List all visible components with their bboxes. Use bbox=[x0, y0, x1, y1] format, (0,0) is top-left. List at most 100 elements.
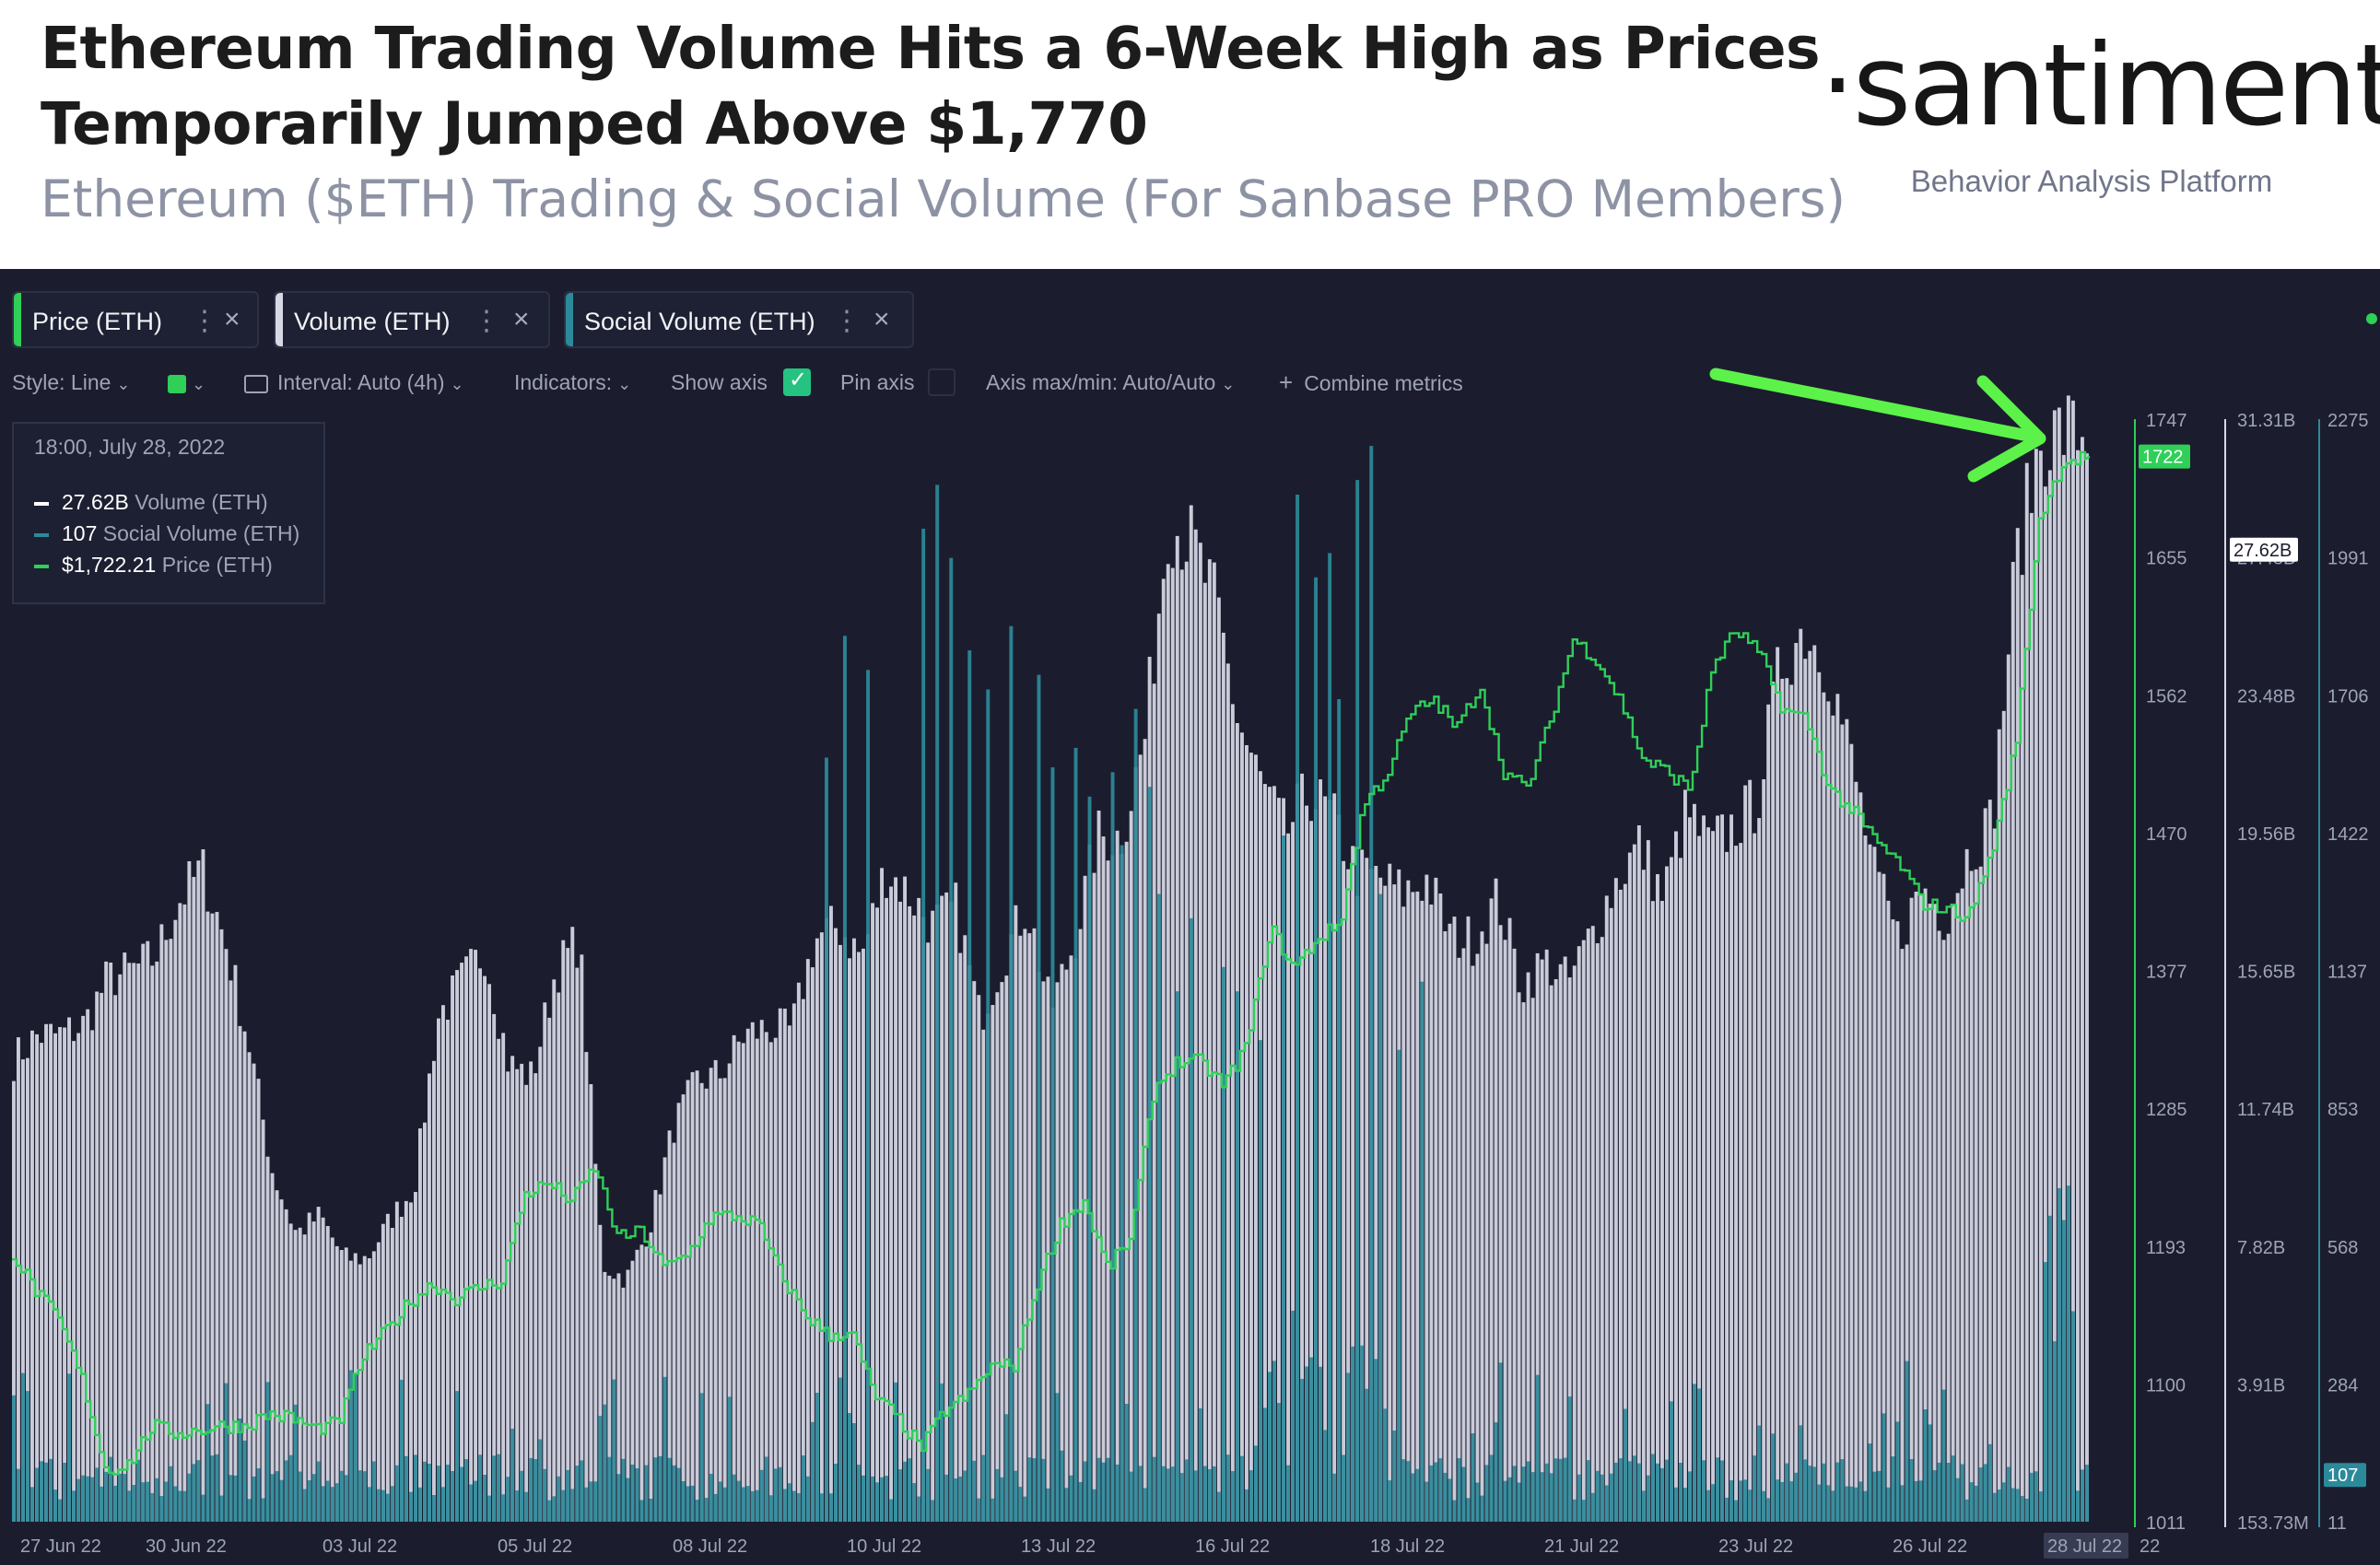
social-volume-bar bbox=[1401, 1459, 1406, 1522]
volume-bar bbox=[1572, 965, 1577, 1522]
volume-bar bbox=[662, 1157, 667, 1522]
social-volume-bar bbox=[1734, 1500, 1739, 1522]
volume-bar bbox=[1096, 811, 1101, 1522]
volume-bar bbox=[1900, 949, 1905, 1522]
more-options-icon[interactable]: ⋮ bbox=[473, 306, 500, 336]
axis-maxmin-dropdown[interactable]: Axis max/min: Auto/Auto ⌄ bbox=[986, 368, 1235, 398]
volume-bar bbox=[1392, 884, 1397, 1522]
tab-social-volume[interactable]: Social Volume (ETH) ⋮ × bbox=[564, 291, 914, 348]
volume-bar bbox=[1946, 933, 1951, 1522]
social-volume-bar bbox=[1415, 1468, 1420, 1522]
color-picker[interactable]: ⌄ bbox=[168, 368, 205, 398]
social-volume-bar bbox=[385, 1493, 390, 1522]
volume-bar bbox=[529, 1061, 533, 1522]
more-options-icon[interactable]: ⋮ bbox=[833, 306, 861, 336]
social-volume-bar bbox=[2061, 1220, 2066, 1522]
volume-bar bbox=[178, 903, 182, 1522]
volume-bar bbox=[325, 1226, 330, 1522]
price-tick-label: 1285 bbox=[2146, 1100, 2187, 1120]
price-legend-dash bbox=[34, 564, 49, 568]
social-volume-bar bbox=[1969, 1482, 1974, 1522]
social-volume-bar bbox=[1849, 1486, 1854, 1522]
social-volume-bar bbox=[1762, 1490, 1766, 1522]
social-volume-bar bbox=[159, 1496, 164, 1522]
volume-tick-label: 15.65B bbox=[2237, 963, 2295, 983]
social-volume-bar bbox=[1378, 893, 1383, 1522]
volume-bar bbox=[1055, 982, 1060, 1522]
tab-volume[interactable]: Volume (ETH) ⋮ × bbox=[274, 291, 550, 348]
social-volume-bar bbox=[986, 689, 991, 1522]
social-volume-bar bbox=[1055, 1393, 1060, 1522]
social-volume-bar bbox=[639, 1500, 644, 1522]
volume-bar bbox=[1046, 976, 1050, 1522]
volume-bar bbox=[1249, 753, 1253, 1522]
close-icon[interactable]: × bbox=[224, 304, 240, 334]
volume-bar bbox=[2043, 486, 2047, 1523]
chevron-down-icon: ⌄ bbox=[192, 375, 206, 393]
social-volume-bar bbox=[247, 1499, 252, 1522]
volume-bar bbox=[791, 1003, 796, 1522]
social-volume-bar bbox=[848, 1413, 851, 1522]
interval-label: Interval: Auto (4h) bbox=[277, 370, 445, 394]
volume-bar bbox=[1646, 840, 1650, 1522]
social-volume-bar bbox=[510, 1429, 515, 1522]
volume-bar bbox=[1434, 877, 1438, 1522]
social-volume-bar bbox=[690, 1485, 695, 1522]
pin-axis-checkbox[interactable] bbox=[928, 368, 956, 396]
social-volume-bar bbox=[487, 1495, 492, 1522]
social-volume-bar bbox=[1753, 1455, 1757, 1522]
indicators-dropdown[interactable]: Indicators: ⌄ bbox=[514, 368, 631, 398]
social-volume-bar bbox=[1941, 1389, 1946, 1522]
social-volume-bar bbox=[1785, 1463, 1789, 1522]
volume-bar bbox=[1854, 781, 1858, 1522]
social-volume-bar bbox=[1549, 1473, 1553, 1522]
close-icon[interactable]: × bbox=[513, 304, 530, 334]
combine-metrics-button[interactable]: + Combine metrics bbox=[1279, 368, 1463, 397]
social-volume-bar bbox=[169, 1466, 173, 1522]
style-dropdown[interactable]: Style: Line ⌄ bbox=[12, 368, 131, 398]
interval-dropdown[interactable]: Interval: Auto (4h) ⌄ bbox=[244, 368, 464, 398]
volume-bar bbox=[630, 1260, 635, 1522]
social-volume-bar bbox=[497, 1454, 501, 1522]
social-volume-bar bbox=[1540, 1472, 1544, 1522]
social-current-badge: 107 bbox=[2327, 1466, 2358, 1486]
x-tick-label: 05 Jul 22 bbox=[498, 1536, 572, 1557]
volume-bar bbox=[1202, 582, 1207, 1522]
social-volume-bar bbox=[1974, 1485, 1978, 1522]
show-axis-checkbox[interactable]: ✓ bbox=[783, 368, 811, 396]
social-volume-bar bbox=[713, 1493, 718, 1522]
price-current-badge-bg bbox=[2139, 444, 2190, 469]
social-volume-bar bbox=[1207, 1469, 1212, 1522]
tab-price[interactable]: Price (ETH) ⋮ × bbox=[12, 291, 259, 348]
social-volume-bar bbox=[288, 1454, 293, 1522]
social-volume-bar bbox=[1152, 1456, 1156, 1522]
volume-bar bbox=[1558, 964, 1563, 1522]
volume-bar bbox=[1928, 904, 1932, 1522]
social-volume-bar bbox=[1872, 1471, 1877, 1522]
volume-bar bbox=[455, 970, 460, 1522]
volume-bar bbox=[626, 1269, 630, 1522]
volume-bar bbox=[192, 877, 196, 1522]
volume-bar bbox=[441, 1005, 445, 1522]
social-volume-bar bbox=[695, 1500, 699, 1522]
price-tick-label: 1193 bbox=[2146, 1238, 2186, 1258]
social-tick-label: 568 bbox=[2327, 1238, 2358, 1258]
social-volume-bar bbox=[242, 1440, 247, 1522]
more-options-icon[interactable]: ⋮ bbox=[191, 306, 218, 336]
social-volume-bar bbox=[1392, 1431, 1397, 1522]
volume-bar bbox=[1143, 739, 1147, 1522]
volume-bar bbox=[1332, 793, 1337, 1522]
volume-bar bbox=[977, 995, 981, 1522]
volume-bar bbox=[880, 868, 885, 1522]
social-volume-bar bbox=[1812, 1466, 1817, 1522]
volume-bar bbox=[2081, 437, 2084, 1522]
volume-bar bbox=[2034, 449, 2038, 1523]
close-icon[interactable]: × bbox=[873, 304, 890, 334]
show-axis-label: Show axis bbox=[671, 370, 768, 394]
volume-bar bbox=[2011, 562, 2015, 1522]
crosshair-tooltip: 18:00, July 28, 2022 27.62B Volume (ETH)… bbox=[12, 422, 325, 604]
volume-bar bbox=[2038, 450, 2043, 1522]
social-volume-bar bbox=[53, 1489, 58, 1522]
volume-bar bbox=[1679, 858, 1682, 1522]
